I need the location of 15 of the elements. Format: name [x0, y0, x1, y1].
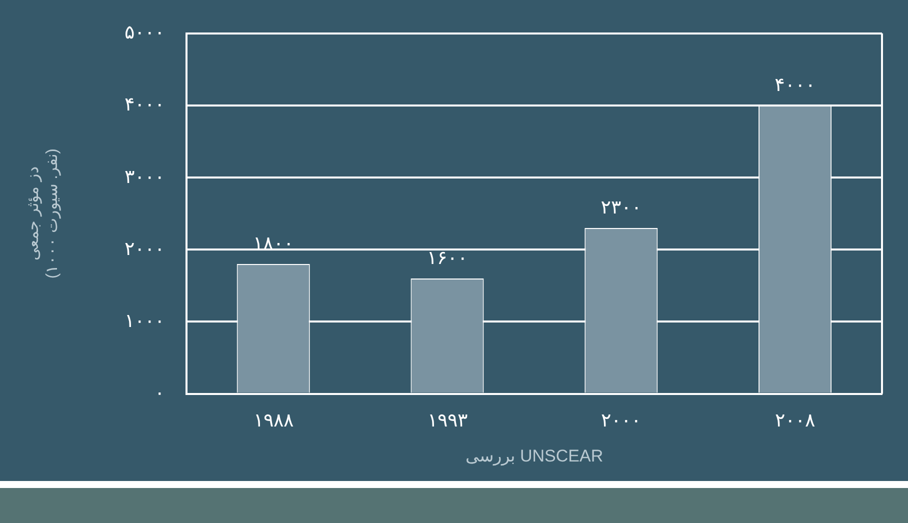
x-tick-label: ۱۹۹۳: [427, 410, 468, 432]
y-tick-label: ۰: [154, 383, 164, 404]
y-tick-label: ۳۰۰۰: [124, 166, 164, 188]
data-label: ۲۳۰۰: [600, 196, 642, 218]
x-tick-label: ۱۹۸۸: [253, 410, 294, 432]
y-tick-label: ۵۰۰۰: [124, 22, 164, 44]
data-label: ۴۰۰۰: [774, 74, 816, 96]
y-tick-label: ۴۰۰۰: [124, 94, 164, 116]
x-tick-label: ۲۰۰۰: [601, 410, 642, 432]
data-label: ۱۶۰۰: [426, 246, 468, 269]
y-tick-label: ۲۰۰۰: [124, 238, 164, 260]
y-axis-title: دز مؤثر جمعی (۱۰۰۰ نفر. سیورت): [25, 148, 62, 279]
y-tick-label: ۱۰۰۰: [124, 310, 164, 332]
x-axis-title: بررسی UNSCEAR: [465, 446, 604, 466]
x-tick-label: ۲۰۰۸: [775, 410, 816, 432]
